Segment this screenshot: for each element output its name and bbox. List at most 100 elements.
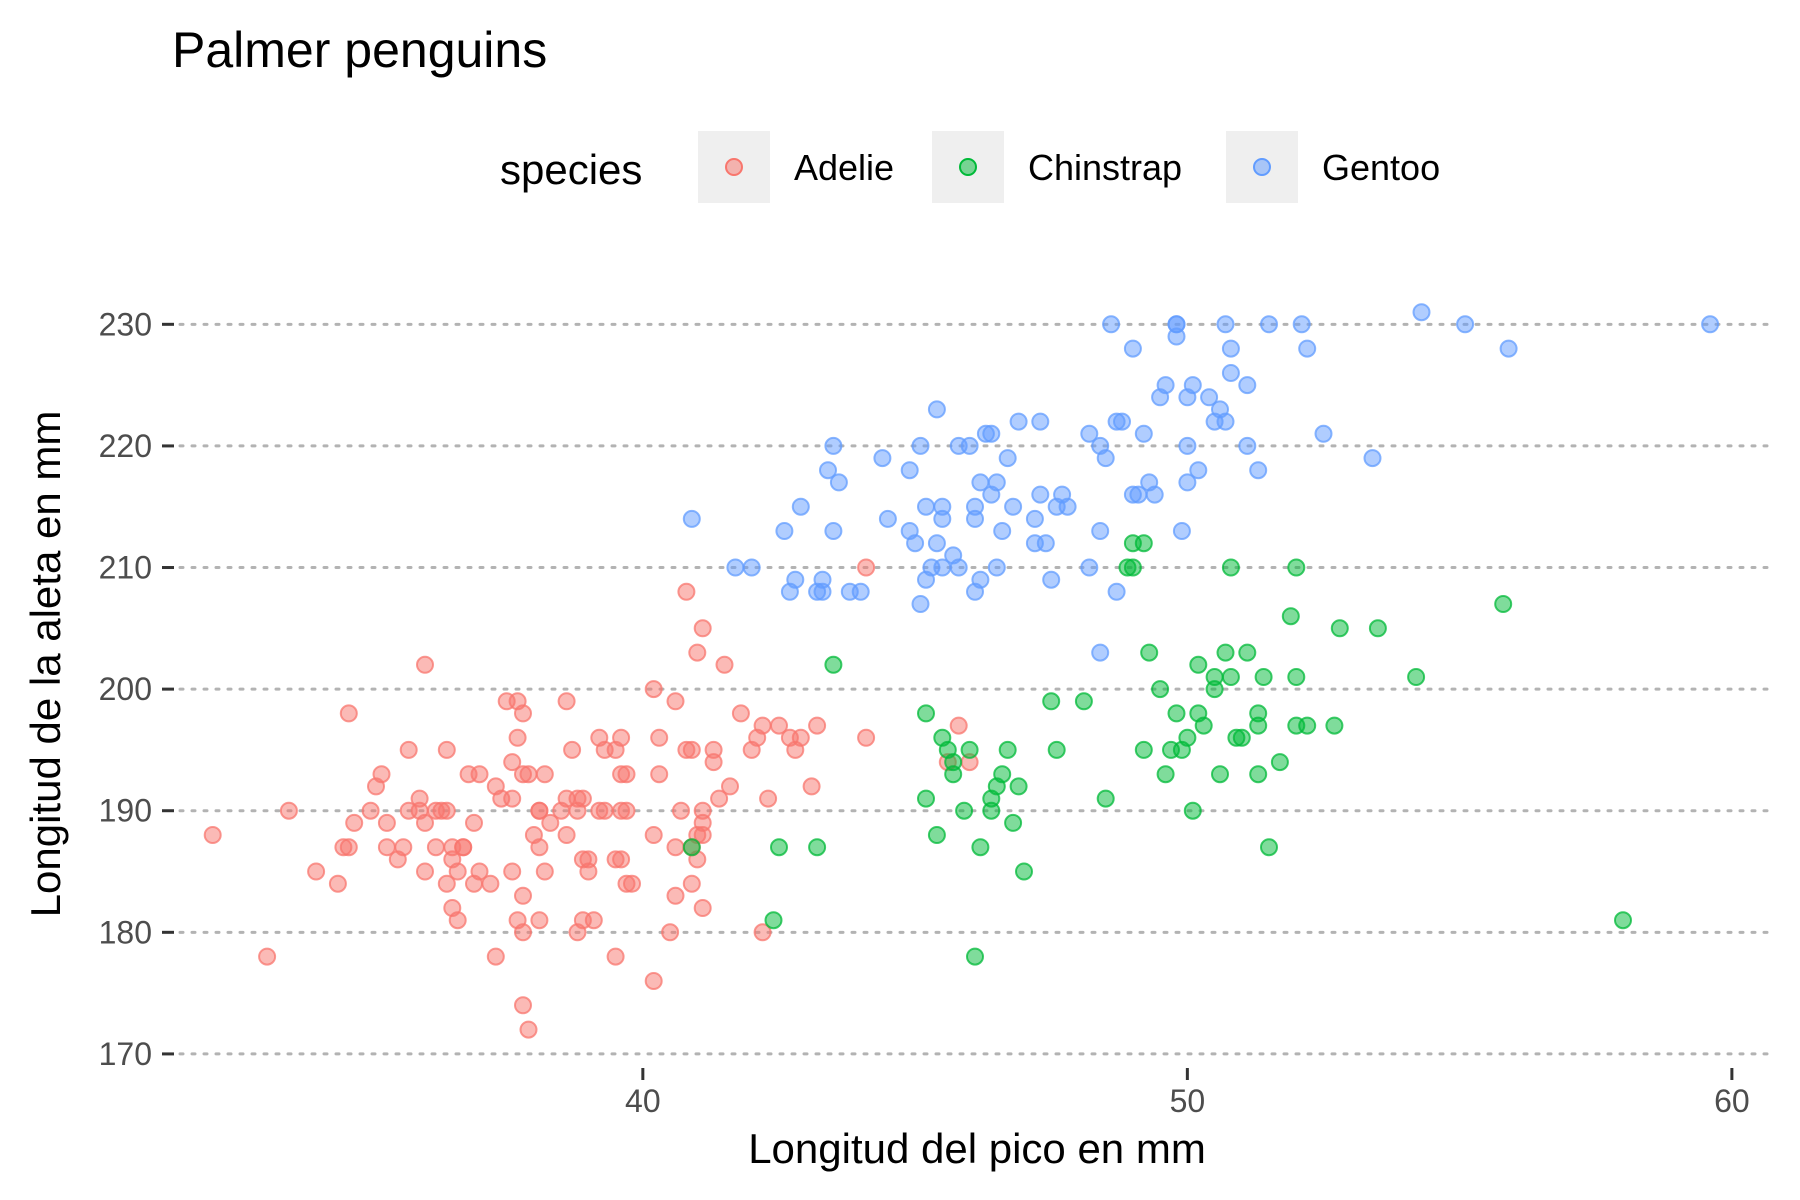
data-point-gentoo xyxy=(813,570,832,589)
data-point-gentoo xyxy=(1107,582,1126,601)
data-point-gentoo xyxy=(1025,509,1044,528)
data-point-chinstrap xyxy=(770,838,788,857)
data-point-adelie xyxy=(759,789,778,808)
data-point-adelie xyxy=(584,911,603,930)
data-point-adelie xyxy=(465,874,483,893)
data-point-gentoo xyxy=(993,522,1012,540)
data-point-adelie xyxy=(682,874,701,893)
data-point-gentoo xyxy=(824,436,843,455)
data-point-adelie xyxy=(454,838,473,857)
data-point-chinstrap xyxy=(1221,558,1240,577)
data-point-adelie xyxy=(650,728,669,747)
data-point-chinstrap xyxy=(993,765,1012,784)
data-point-chinstrap xyxy=(1004,813,1023,832)
data-point-adelie xyxy=(514,996,532,1015)
data-point-gentoo xyxy=(1211,400,1229,419)
data-point-adelie xyxy=(307,862,326,881)
data-point-gentoo xyxy=(933,509,952,528)
data-point-adelie xyxy=(503,789,522,808)
data-point-adelie xyxy=(486,947,505,966)
y-tick-label: 210 xyxy=(99,550,152,586)
data-point-gentoo xyxy=(1260,315,1278,334)
data-point-chinstrap xyxy=(1118,558,1137,577)
data-point-adelie xyxy=(514,886,532,905)
data-point-chinstrap xyxy=(1254,668,1273,686)
data-point-adelie xyxy=(394,838,413,857)
data-point-gentoo xyxy=(1314,424,1333,443)
legend-key-swatch xyxy=(725,158,743,176)
data-point-chinstrap xyxy=(1151,680,1170,699)
data-point-chinstrap xyxy=(1238,643,1257,662)
data-point-adelie xyxy=(612,850,631,869)
data-point-gentoo xyxy=(1123,485,1142,504)
data-point-chinstrap xyxy=(998,740,1017,759)
data-point-gentoo xyxy=(786,570,805,589)
data-point-adelie xyxy=(448,911,467,930)
data-point-chinstrap xyxy=(1287,668,1306,686)
data-point-adelie xyxy=(372,765,391,784)
data-point-adelie xyxy=(519,1020,538,1039)
data-point-gentoo xyxy=(911,595,930,613)
data-point-adelie xyxy=(710,789,729,808)
y-axis-title: Longitud de la aleta en mm xyxy=(22,411,69,918)
data-point-adelie xyxy=(666,838,685,857)
data-point-adelie xyxy=(573,850,592,869)
data-point-adelie xyxy=(203,826,222,844)
data-point-gentoo xyxy=(1701,315,1720,334)
data-point-adelie xyxy=(677,582,696,601)
data-point-adelie xyxy=(704,740,723,759)
data-point-gentoo xyxy=(1025,534,1044,553)
data-point-adelie xyxy=(693,619,712,638)
data-point-gentoo xyxy=(998,449,1017,468)
data-point-chinstrap xyxy=(966,947,984,966)
data-point-gentoo xyxy=(726,558,745,577)
data-point-gentoo xyxy=(1200,388,1219,407)
data-point-chinstrap xyxy=(971,838,990,857)
data-point-chinstrap xyxy=(1096,789,1115,808)
data-point-chinstrap xyxy=(1183,801,1202,820)
data-point-adelie xyxy=(361,801,380,820)
data-point-gentoo xyxy=(1363,449,1382,468)
legend-key-swatch xyxy=(1253,158,1271,176)
data-point-chinstrap xyxy=(1140,643,1159,662)
data-point-gentoo xyxy=(1009,412,1028,431)
data-point-chinstrap xyxy=(1221,668,1240,686)
data-point-adelie xyxy=(437,801,456,820)
data-point-gentoo xyxy=(1189,461,1208,480)
data-point-chinstrap xyxy=(1205,668,1224,686)
data-point-gentoo xyxy=(1080,424,1099,443)
data-point-gentoo xyxy=(1298,339,1317,358)
y-tick-label: 180 xyxy=(99,914,152,950)
legend-label: Gentoo xyxy=(1322,147,1440,188)
data-point-gentoo xyxy=(1042,570,1061,589)
data-point-gentoo xyxy=(1080,558,1099,577)
data-point-gentoo xyxy=(1145,485,1164,504)
data-point-adelie xyxy=(644,680,663,699)
data-point-adelie xyxy=(530,911,549,930)
axes: 170 180 190 200 210 220 230 40 50 60 xyxy=(99,306,1750,1119)
data-point-chinstrap xyxy=(824,655,843,674)
data-point-adelie xyxy=(535,862,554,881)
legend-title: species xyxy=(500,146,642,193)
data-point-gentoo xyxy=(1091,643,1110,662)
data-point-adelie xyxy=(623,874,641,893)
data-point-adelie xyxy=(481,874,500,893)
data-point-gentoo xyxy=(1113,412,1131,431)
data-point-adelie xyxy=(693,801,712,820)
data-point-gentoo xyxy=(1216,315,1235,334)
data-point-adelie xyxy=(666,886,685,905)
data-point-adelie xyxy=(557,692,576,711)
data-point-gentoo xyxy=(960,436,979,455)
data-point-gentoo xyxy=(987,473,1006,492)
data-point-chinstrap xyxy=(1047,740,1066,759)
data-point-gentoo xyxy=(911,436,930,455)
data-point-adelie xyxy=(530,801,549,820)
data-point-chinstrap xyxy=(944,765,963,784)
data-point-chinstrap xyxy=(1368,619,1387,638)
data-point-gentoo xyxy=(1031,412,1050,431)
data-point-adelie xyxy=(416,862,434,881)
x-tick-label: 50 xyxy=(1170,1083,1206,1119)
data-point-chinstrap xyxy=(955,801,974,820)
data-point-gentoo xyxy=(927,400,946,419)
data-point-gentoo xyxy=(1091,436,1110,455)
